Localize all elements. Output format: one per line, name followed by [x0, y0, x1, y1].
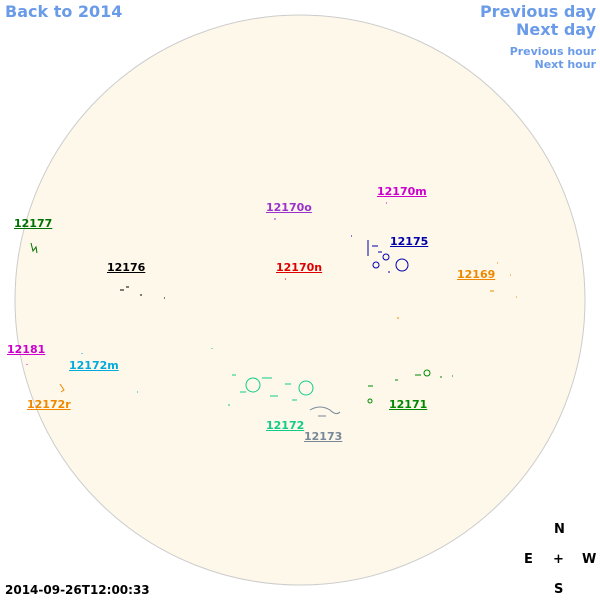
compass-center: + [553, 552, 564, 567]
sunspot [26, 202, 387, 365]
previous-hour-link[interactable]: Previous hour [509, 45, 596, 58]
region-label[interactable]: 12171 [389, 398, 428, 411]
region-label[interactable]: 12169 [457, 268, 496, 281]
sunspot [372, 261, 380, 269]
sunspots [26, 202, 517, 417]
next-hour-link[interactable]: Next hour [534, 58, 597, 71]
region-label[interactable]: 12170n [276, 261, 323, 274]
region-label[interactable]: 12172r [27, 398, 71, 411]
region-label[interactable]: 12176 [107, 261, 146, 274]
timestamp: 2014-09-26T12:00:33 [5, 583, 150, 597]
sunspot [395, 258, 409, 272]
next-day-link[interactable]: Next day [516, 20, 596, 39]
sunspot [81, 353, 138, 393]
sunspot [368, 374, 453, 387]
sunspot [423, 369, 431, 377]
sunspot [59, 262, 517, 393]
region-label[interactable]: 12175 [390, 235, 429, 248]
region-label[interactable]: 12177 [14, 217, 53, 230]
sunspot [245, 377, 261, 393]
region-label[interactable]: 12170m [377, 185, 427, 198]
compass-west: W [582, 552, 597, 567]
compass-south: S [554, 582, 564, 597]
compass-east: E [524, 552, 533, 567]
back-link[interactable]: Back to 2014 [5, 2, 123, 21]
sunspot [120, 286, 165, 299]
region-label[interactable]: 12173 [304, 430, 343, 443]
sunspot [211, 348, 297, 406]
sunspot [298, 380, 314, 396]
sunspot [351, 235, 390, 273]
compass-north: N [554, 522, 565, 537]
region-label[interactable]: 12181 [7, 343, 46, 356]
region-label[interactable]: 12170o [266, 201, 312, 214]
region-label[interactable]: 12172m [69, 359, 119, 372]
sunspot [382, 253, 390, 261]
region-label[interactable]: 12172 [266, 419, 305, 432]
sunspot [367, 398, 373, 404]
previous-day-link[interactable]: Previous day [479, 2, 596, 21]
sunspot [309, 406, 341, 417]
sunspot [30, 242, 38, 254]
solar-disk [14, 14, 586, 586]
